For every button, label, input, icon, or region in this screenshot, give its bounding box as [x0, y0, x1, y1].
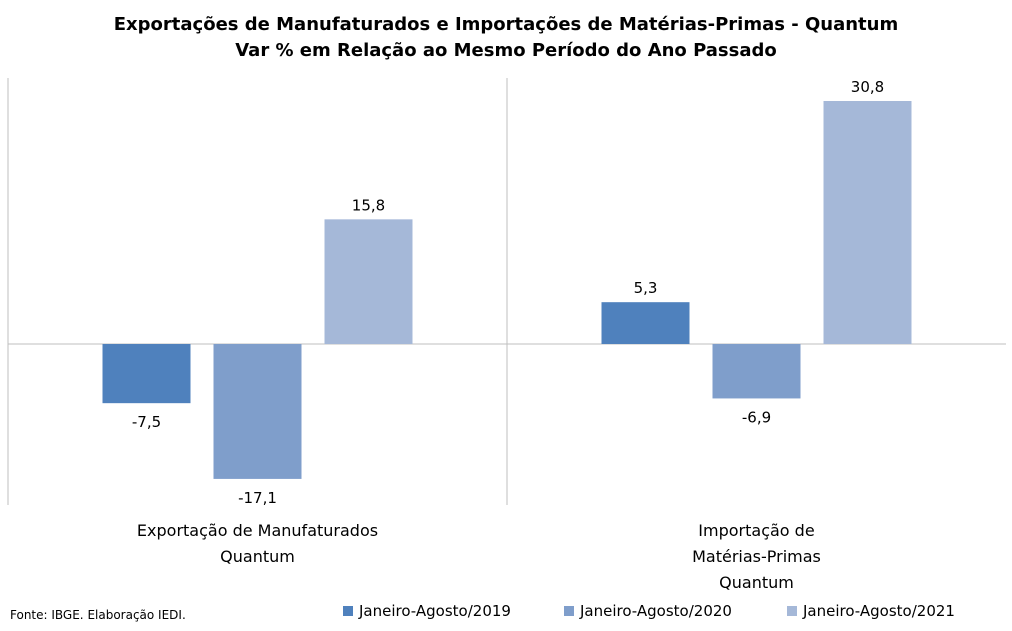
bar-chart: -7,5 -17,1 15,8 5,3 -6,9 30,8 Exportação de M… — [7, 78, 1006, 592]
category-label: Matérias-Primas — [692, 547, 821, 566]
chart-title: Exportações de Manufaturados e Importaçõ… — [113, 14, 899, 35]
legend-label: Janeiro-Agosto/2019 — [359, 602, 511, 620]
bar — [823, 101, 912, 344]
category-label: Quantum — [719, 573, 794, 592]
data-label: -7,5 — [132, 413, 161, 431]
bar — [324, 219, 413, 344]
bar — [213, 344, 302, 479]
chart-category-labels: Exportação de Manufaturados Quantum Import… — [137, 521, 821, 592]
data-label: -6,9 — [742, 408, 771, 426]
data-label: 30,8 — [851, 78, 884, 96]
data-label: 15,8 — [352, 196, 385, 214]
legend-swatch — [343, 606, 353, 616]
chart-bars — [102, 101, 912, 479]
bar — [601, 302, 690, 344]
legend-swatch — [564, 606, 574, 616]
source-note: Fonte: IBGE. Elaboração IEDI. — [10, 608, 186, 622]
category-label: Exportação de Manufaturados — [137, 521, 378, 540]
bar — [712, 344, 801, 399]
bar — [102, 344, 191, 404]
chart-title-block: Exportações de Manufaturados e Importaçõ… — [0, 12, 1012, 64]
category-label: Importação de — [698, 521, 814, 540]
legend-label: Janeiro-Agosto/2021 — [803, 602, 955, 620]
data-label: -17,1 — [238, 489, 277, 507]
legend-label: Janeiro-Agosto/2020 — [580, 602, 732, 620]
legend-swatch — [787, 606, 797, 616]
chart-subtitle: Var % em Relação ao Mesmo Período do Ano… — [235, 40, 777, 61]
data-label: 5,3 — [634, 279, 658, 297]
legend-item: Janeiro-Agosto/2021 — [787, 601, 955, 621]
legend-item: Janeiro-Agosto/2020 — [564, 601, 732, 621]
legend-item: Janeiro-Agosto/2019 — [343, 601, 511, 621]
category-label: Quantum — [220, 547, 295, 566]
chart-data-labels: -7,5 -17,1 15,8 5,3 -6,9 30,8 — [132, 78, 884, 507]
